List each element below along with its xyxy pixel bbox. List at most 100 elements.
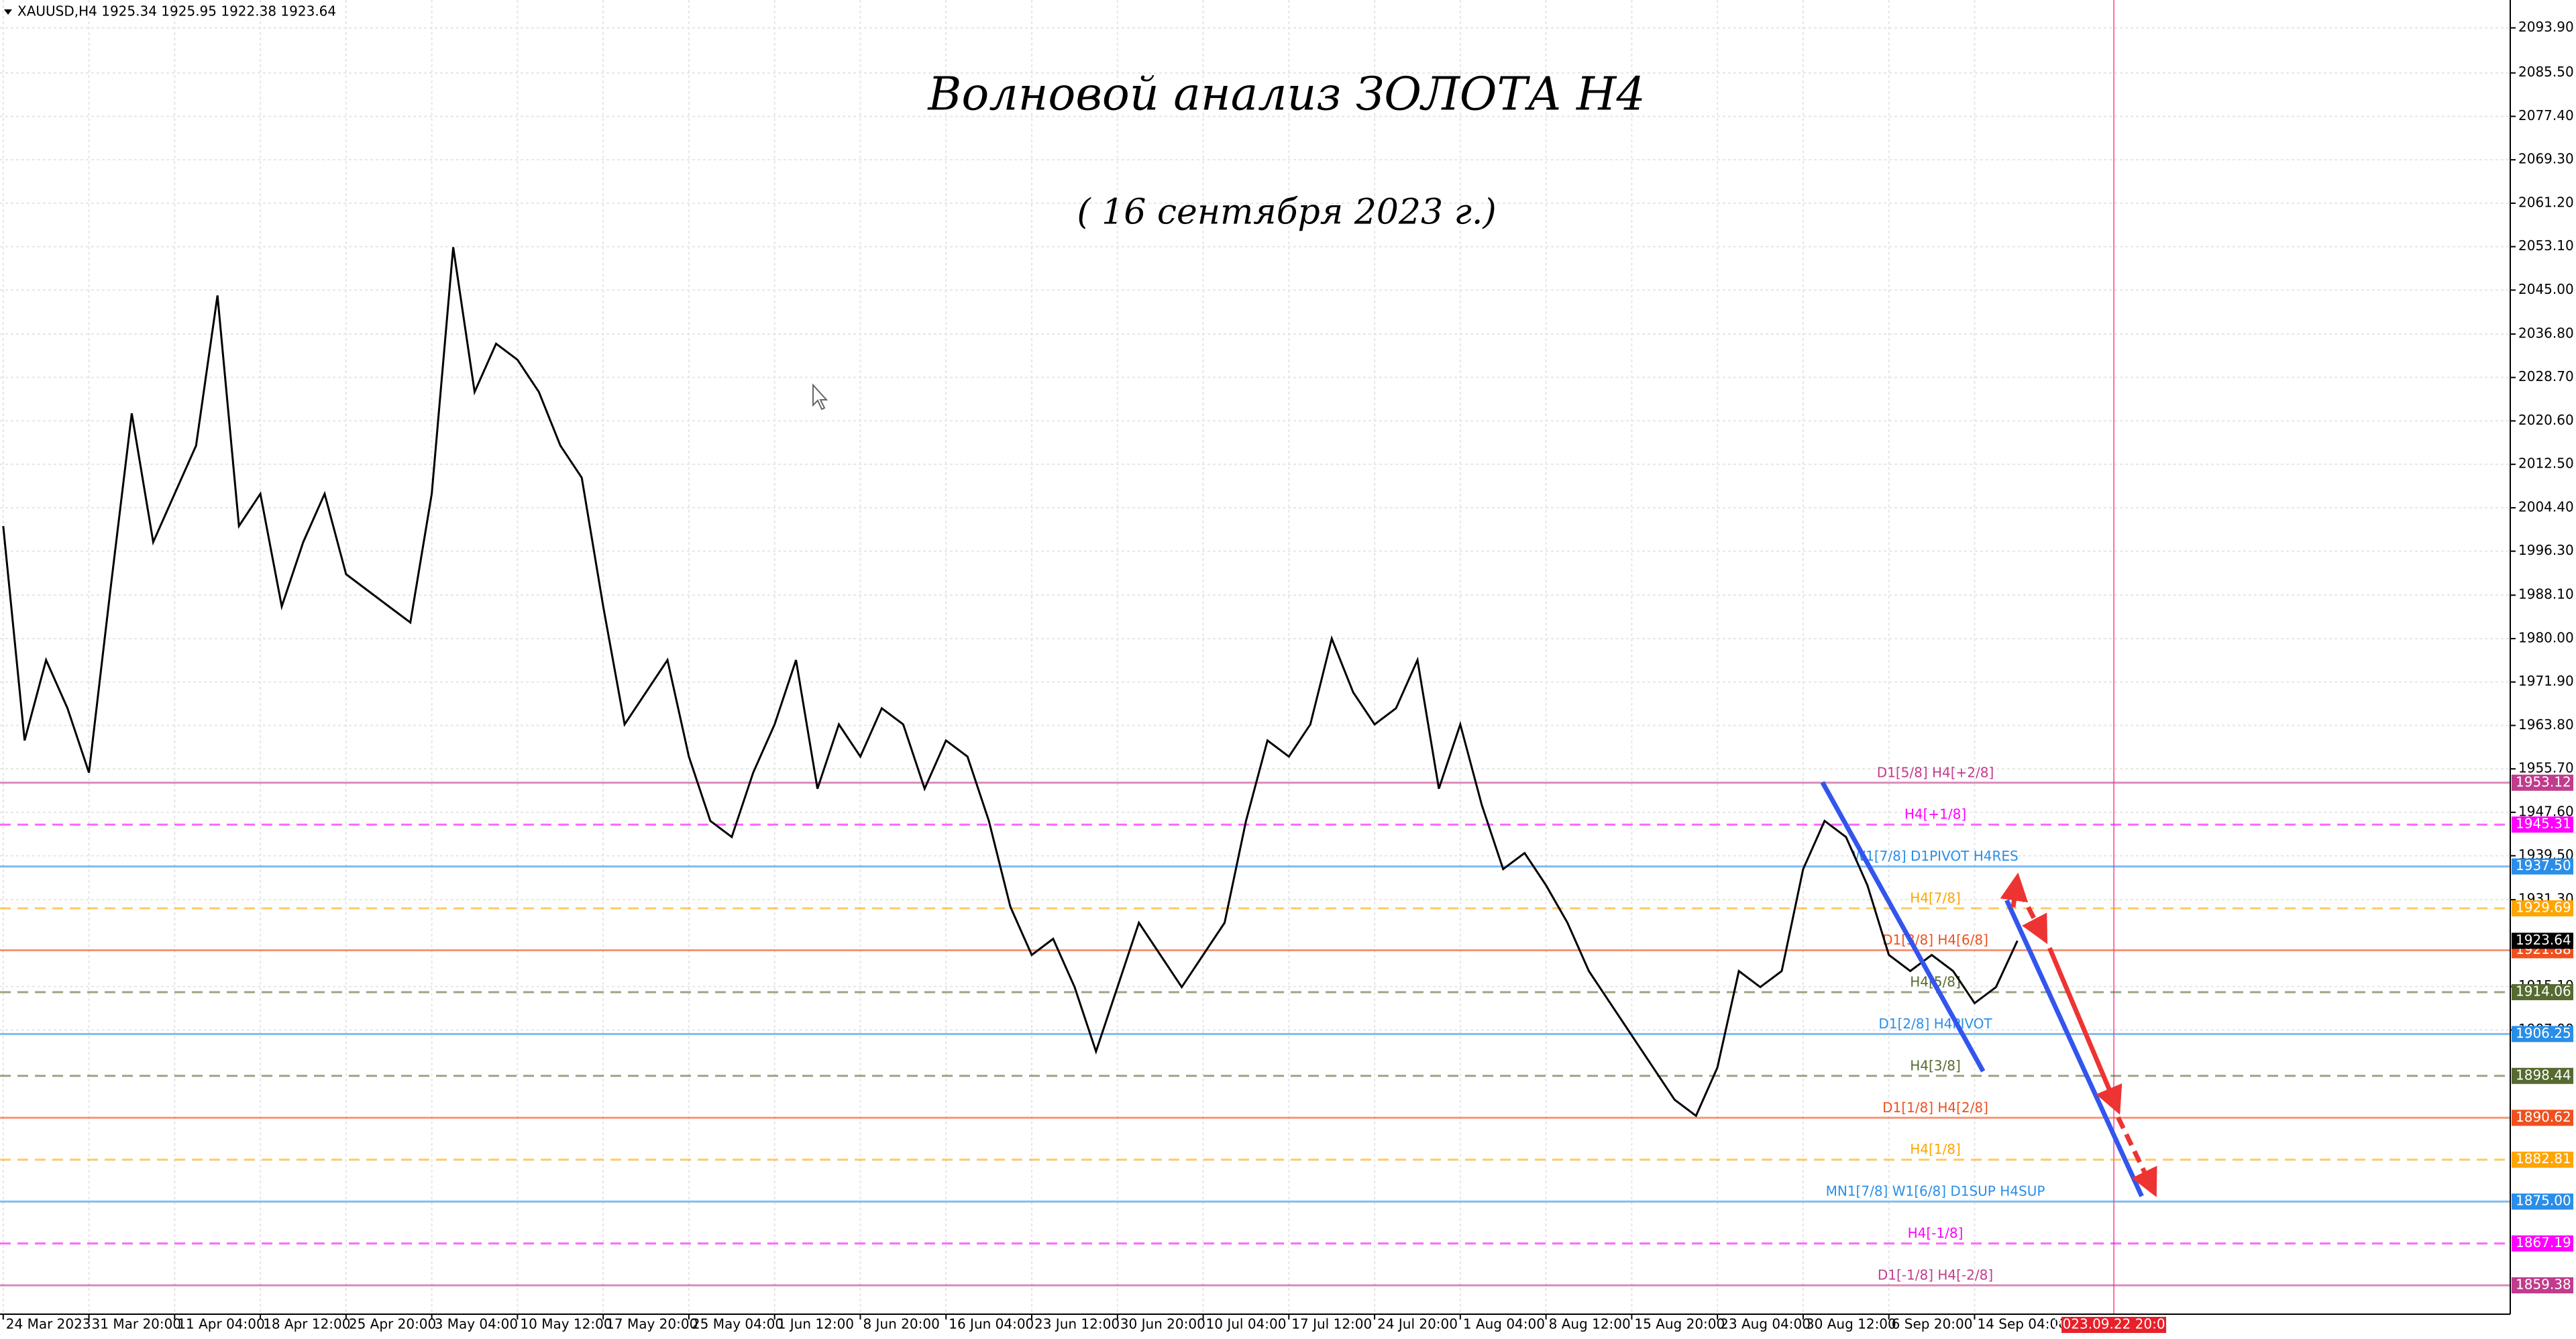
level-price-label: 1953.12 [2516, 773, 2571, 790]
current-price-label: 1923.64 [2516, 932, 2571, 948]
x-tick-label: 18 Apr 12:00 [263, 1316, 350, 1332]
x-tick-label: 31 Mar 20:00 [92, 1316, 182, 1332]
level-label: D1[1/8] H4[2/8] [1882, 1100, 1988, 1116]
x-tick-label: 8 Jun 20:00 [863, 1316, 939, 1332]
y-tick-label: 2012.50 [2518, 456, 2574, 472]
cursor-time-label: 2023.09.22 20:00 [2054, 1316, 2174, 1332]
level-price-box [2512, 1067, 2573, 1084]
level-price-box [2512, 1277, 2573, 1293]
level-label: W1[7/8] D1PIVOT H4RES [1852, 848, 2018, 864]
level-label: H4[7/8] [1910, 890, 1961, 906]
x-tick-label: 8 Aug 12:00 [1549, 1316, 1631, 1332]
x-tick-label: 1 Aug 04:00 [1463, 1316, 1545, 1332]
y-tick-label: 2036.80 [2518, 325, 2574, 341]
x-tick-label: 15 Aug 20:00 [1634, 1316, 1725, 1332]
level-price-label: 1929.69 [2516, 900, 2571, 916]
trend-drawing [2047, 947, 2123, 1115]
y-tick-label: 2085.50 [2518, 64, 2574, 80]
cursor-time-box [2061, 1317, 2167, 1333]
y-tick-label: 1980.00 [2518, 629, 2574, 645]
x-tick-label: 10 May 12:00 [520, 1316, 612, 1332]
x-tick-label: 30 Aug 12:00 [1806, 1316, 1896, 1332]
level-price-label: 1945.31 [2516, 816, 2571, 832]
level-label: H4[1/8] [1910, 1141, 1961, 1157]
x-tick-label: 10 Jul 04:00 [1206, 1316, 1287, 1332]
x-tick-label: 23 Jun 12:00 [1034, 1316, 1120, 1332]
chart-title: Волновой анализ ЗОЛОТА H4 [926, 68, 1645, 121]
level-label: D1[5/8] H4[+2/8] [1877, 764, 1994, 780]
x-tick-label: 17 Jul 12:00 [1291, 1316, 1372, 1332]
x-tick-label: 24 Jul 20:00 [1377, 1316, 1458, 1332]
level-price-box [2512, 983, 2573, 1000]
level-label: H4[3/8] [1910, 1057, 1961, 1073]
level-price-box [2512, 1110, 2573, 1126]
y-tick-label: 2077.40 [2518, 107, 2574, 123]
x-tick-label: 24 Mar 2023 [6, 1316, 91, 1332]
trend-drawing [2017, 889, 2048, 945]
mouse-cursor [812, 383, 828, 411]
y-tick-label: 1996.30 [2518, 542, 2574, 558]
y-tick-label: 2045.00 [2518, 281, 2574, 297]
y-tick-label: 1988.10 [2518, 586, 2574, 602]
y-tick-label: 1955.70 [2518, 760, 2574, 776]
level-label: MN1[7/8] W1[6/8] D1SUP H4SUP [1826, 1183, 2045, 1199]
x-tick-label: 11 Apr 04:00 [177, 1316, 264, 1332]
y-tick-label: 2093.90 [2518, 19, 2574, 35]
y-tick-label: 2004.40 [2518, 498, 2574, 515]
level-price-box [2512, 1235, 2573, 1252]
y-tick-label: 2020.60 [2518, 412, 2574, 428]
level-price-box [2512, 1026, 2573, 1042]
x-tick-label: 30 Jun 20:00 [1120, 1316, 1205, 1332]
symbol-header: XAUUSD,H4 1925.34 1925.95 1922.38 1923.6… [17, 3, 336, 19]
trend-drawing [1820, 781, 1986, 1073]
trend-drawing [2000, 872, 2029, 908]
drawing-group [1820, 781, 2157, 1197]
menu-arrow[interactable] [4, 9, 12, 15]
level-label: D1[2/8] H4PIVOT [1878, 1016, 1992, 1032]
x-tick-label: 23 Aug 04:00 [1720, 1316, 1811, 1332]
level-label: D1[3/8] H4[6/8] [1882, 932, 1988, 948]
level-label: D1[-1/8] H4[-2/8] [1878, 1267, 1993, 1283]
level-price-label: 1882.81 [2516, 1150, 2571, 1167]
x-tick-label: 25 Apr 20:00 [349, 1316, 436, 1332]
level-price-box [2512, 858, 2573, 875]
level-price-label: 1890.62 [2516, 1109, 2571, 1125]
level-price-label: 1898.44 [2516, 1067, 2571, 1083]
y-tick-label: 2053.10 [2518, 237, 2574, 254]
level-price-box [2512, 1151, 2573, 1168]
level-price-label: 1906.25 [2516, 1025, 2571, 1041]
y-tick-label: 1971.90 [2518, 673, 2574, 689]
level-price-box [2512, 774, 2573, 791]
y-tick-label: 2028.70 [2518, 368, 2574, 384]
x-tick-label: 1 Jun 12:00 [777, 1316, 854, 1332]
y-tick-label: 2061.20 [2518, 194, 2574, 210]
x-tick-label: 3 May 04:00 [435, 1316, 518, 1332]
level-price-box [2512, 900, 2573, 917]
price-group [2, 247, 2019, 1118]
x-tick-label: 14 Sep 04:00 [1977, 1316, 2067, 1332]
x-tick-label: 25 May 04:00 [692, 1316, 784, 1332]
y-tick-label: 2069.30 [2518, 151, 2574, 167]
x-tick-label: 17 May 20:00 [606, 1316, 698, 1332]
y-tick-label: 1963.80 [2518, 716, 2574, 733]
level-label: H4[-1/8] [1908, 1225, 1964, 1241]
price-line [2, 247, 2019, 1118]
level-price-box [2512, 1193, 2573, 1210]
level-price-label: 1859.38 [2516, 1276, 2571, 1292]
x-tick-label: 6 Sep 20:00 [1892, 1316, 1973, 1332]
level-label: H4[+1/8] [1904, 806, 1966, 822]
level-price-label: 1875.00 [2516, 1193, 2571, 1209]
level-price-label: 1914.06 [2516, 983, 2571, 999]
chart-subtitle: ( 16 сентября 2023 г.) [1077, 193, 1496, 233]
current-price-box [2512, 932, 2573, 949]
grid-group [0, 0, 2510, 1314]
trend-drawing [2004, 899, 2144, 1197]
level-group: D1[5/8] H4[+2/8] H4[+1/8] W1[7/8] D1PIVOT … [0, 764, 2510, 1287]
level-price-label: 1867.19 [2516, 1234, 2571, 1250]
level-price-box [2512, 816, 2573, 833]
x-tick-label: 16 Jun 04:00 [949, 1316, 1034, 1332]
trend-drawing [2116, 1116, 2157, 1197]
